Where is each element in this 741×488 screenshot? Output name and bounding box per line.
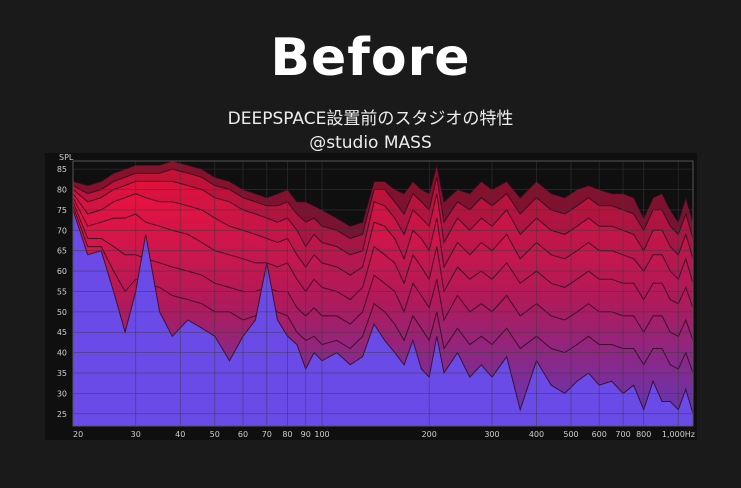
- y-tick-label: 80: [57, 186, 67, 195]
- x-tick-label: 500: [563, 430, 578, 439]
- y-tick-label: 60: [57, 267, 67, 276]
- x-tick-label: 1,000Hz: [662, 430, 695, 439]
- y-tick-label: 75: [57, 206, 67, 215]
- y-axis-title: SPL: [59, 153, 74, 162]
- x-tick-label: 40: [175, 430, 185, 439]
- plot-border: [72, 160, 694, 427]
- studio-credit: @studio MASS: [309, 133, 432, 153]
- x-tick-label: 50: [210, 430, 220, 439]
- x-tick-label: 100: [314, 430, 329, 439]
- y-tick-label: 30: [57, 389, 67, 398]
- x-tick-label: 20: [73, 430, 83, 439]
- x-tick-label: 300: [484, 430, 499, 439]
- y-tick-label: 70: [57, 226, 67, 235]
- frequency-response-chart: SPL 25 30 35 40 45 50 55 60 65 70 75 80 85 20 30 40 50 60 7…: [45, 153, 697, 440]
- x-tick-label: 600: [592, 430, 607, 439]
- x-tick-label: 70: [262, 430, 272, 439]
- response-curve-1: [72, 160, 694, 227]
- y-tick-label: 55: [57, 287, 67, 296]
- x-tick-label: 800: [636, 430, 651, 439]
- x-tick-label: 30: [131, 430, 141, 439]
- y-tick-label: 85: [57, 165, 67, 174]
- page-title: Before: [270, 28, 471, 88]
- y-tick-label: 45: [57, 328, 67, 337]
- y-tick-label: 50: [57, 308, 67, 317]
- x-tick-label: 200: [422, 430, 437, 439]
- y-tick-label: 35: [57, 369, 67, 378]
- y-tick-label: 25: [57, 410, 67, 419]
- y-tick-label: 65: [57, 247, 67, 256]
- x-tick-label: 80: [282, 430, 292, 439]
- response-curve-8: [72, 209, 694, 414]
- x-tick-label: 60: [238, 430, 248, 439]
- response-curve-3: [72, 180, 694, 259]
- chart-subtitle: DEEPSPACE設置前のスタジオの特性: [227, 109, 514, 129]
- x-tick-label: 400: [529, 430, 544, 439]
- y-tick-label: 40: [57, 349, 67, 358]
- x-tick-label: 700: [615, 430, 630, 439]
- response-curve-2: [72, 168, 694, 240]
- x-tick-label: 90: [301, 430, 311, 439]
- response-area-8: [73, 209, 693, 426]
- response-curve-5: [72, 197, 694, 308]
